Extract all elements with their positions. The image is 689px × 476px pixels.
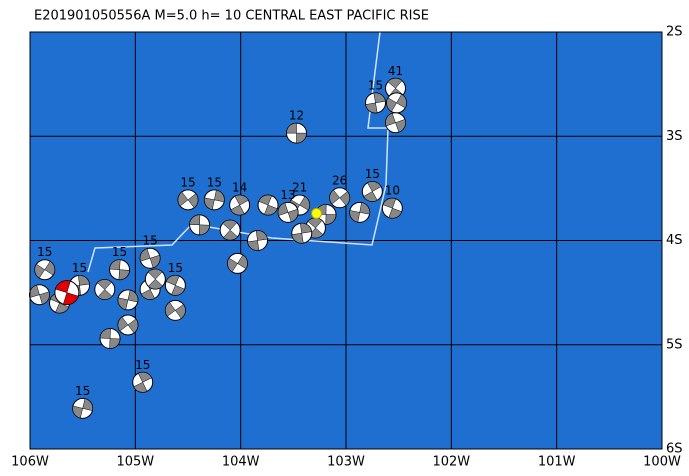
event: 26 xyxy=(329,173,351,209)
event xyxy=(94,278,116,300)
event xyxy=(291,222,313,244)
depth-label: 26 xyxy=(332,173,347,187)
event xyxy=(144,268,166,290)
depth-label: 15 xyxy=(72,261,87,275)
event: 15 xyxy=(72,384,94,419)
x-tick-label: 106W xyxy=(11,455,49,470)
event: 15 xyxy=(164,261,186,296)
beachball-quadrant xyxy=(177,191,199,209)
beachball-quadrant xyxy=(227,254,248,273)
x-tick-label: 100W xyxy=(643,455,681,470)
event: 15 xyxy=(203,175,225,211)
beachball-quadrant xyxy=(286,122,307,144)
depth-label: 12 xyxy=(289,109,304,123)
y-tick-label: 5S xyxy=(666,337,683,352)
event xyxy=(227,252,249,274)
beachball-quadrant xyxy=(189,214,210,236)
depth-label: 15 xyxy=(365,167,380,181)
depth-label: 15 xyxy=(37,245,52,259)
beachball-quadrant xyxy=(165,301,186,319)
event: 15 xyxy=(132,358,154,393)
event xyxy=(164,299,186,321)
x-tick-label: 102W xyxy=(432,455,470,470)
beachball-quadrant xyxy=(222,219,238,241)
beachball-quadrant xyxy=(117,316,139,334)
y-tick-label: 4S xyxy=(666,233,683,248)
depth-label: 41 xyxy=(388,64,403,78)
beachball-quadrant xyxy=(349,202,370,223)
y-tick-label: 3S xyxy=(666,129,683,144)
beachball-quadrant xyxy=(97,279,113,300)
beachball-quadrant xyxy=(258,194,278,216)
epicenter xyxy=(311,207,323,219)
event xyxy=(257,194,279,216)
beachball-quadrant xyxy=(291,223,312,244)
event: 15 xyxy=(364,78,386,114)
beachball-quadrant xyxy=(247,230,268,251)
event xyxy=(219,219,241,241)
event xyxy=(385,112,407,134)
beachball-quadrant xyxy=(382,197,403,219)
beachball-quadrant xyxy=(385,112,406,133)
beachball-quadrant xyxy=(117,289,139,310)
beachball-quadrant xyxy=(72,398,93,419)
beachball-quadrant xyxy=(277,202,299,223)
beachball-quadrant xyxy=(34,260,55,279)
event: 15 xyxy=(139,234,161,269)
depth-label: 15 xyxy=(112,245,127,259)
depth-label: 14 xyxy=(232,181,247,195)
x-tick-label: 104W xyxy=(222,455,260,470)
beachball-quadrant xyxy=(365,92,386,114)
depth-label: 10 xyxy=(385,184,400,198)
depth-label: 21 xyxy=(292,181,307,195)
depth-label: 15 xyxy=(168,261,183,275)
beachball-quadrant xyxy=(109,259,130,280)
map-title: E201901050556A M=5.0 h= 10 CENTRAL EAST … xyxy=(34,9,429,24)
event: 15 xyxy=(109,245,131,281)
beachball-quadrant xyxy=(133,372,152,393)
depth-label: 13 xyxy=(280,188,295,202)
beachball-quadrant xyxy=(363,181,382,202)
x-tick-label: 103W xyxy=(327,455,365,470)
beachball-quadrant xyxy=(139,248,161,269)
event: 15 xyxy=(177,175,199,211)
event: 13 xyxy=(277,188,299,223)
beachball-quadrant xyxy=(147,268,163,290)
beachball-quadrant xyxy=(329,189,350,206)
beachball-quadrant xyxy=(204,189,225,210)
depth-label: 15 xyxy=(142,234,157,248)
event xyxy=(99,327,121,349)
beachball-quadrant xyxy=(55,280,79,305)
beachball-quadrant xyxy=(99,328,121,349)
event xyxy=(117,289,139,311)
beachball-quadrant xyxy=(230,194,249,216)
beachball-quadrant xyxy=(165,275,185,296)
beachball-quadrant xyxy=(386,93,407,112)
depth-label: 15 xyxy=(135,358,150,372)
depth-label: 15 xyxy=(75,384,90,398)
x-tick-label: 105W xyxy=(116,455,154,470)
plate-boundary xyxy=(87,31,389,273)
event: 10 xyxy=(381,184,403,219)
depth-label: 15 xyxy=(368,78,383,92)
event xyxy=(386,92,408,114)
event: 12 xyxy=(285,109,307,144)
event xyxy=(189,214,211,236)
frame xyxy=(29,31,663,450)
event: 15 xyxy=(34,245,56,281)
depth-label: 15 xyxy=(207,175,222,189)
event xyxy=(28,284,50,306)
y-tick-label: 6S xyxy=(666,442,683,457)
event xyxy=(247,230,269,251)
x-tick-label: 101W xyxy=(538,455,576,470)
event xyxy=(117,314,139,336)
event: 14 xyxy=(229,181,251,216)
depth-label: 15 xyxy=(180,175,195,189)
y-tick-label: 2S xyxy=(666,25,683,40)
event: 15 xyxy=(361,167,383,203)
event xyxy=(349,201,371,223)
